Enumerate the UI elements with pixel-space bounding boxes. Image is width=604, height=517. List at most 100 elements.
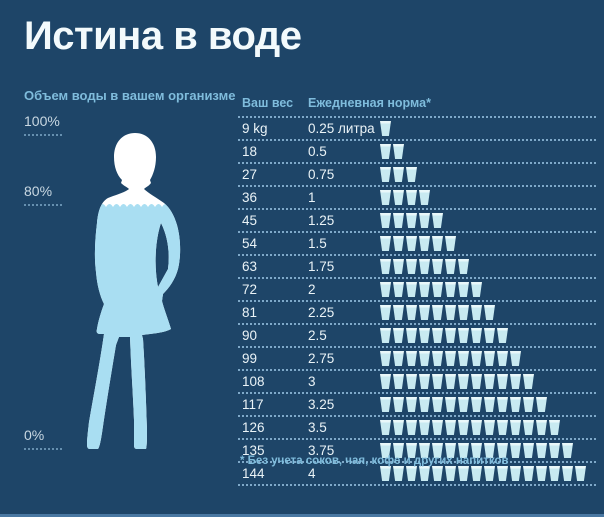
marker-100-percent: 100% <box>24 113 84 136</box>
water-cup-icon <box>432 397 443 412</box>
norm-cell: 1.75 <box>308 259 335 274</box>
water-cup-icon <box>484 443 495 458</box>
water-cup-icon <box>419 190 430 205</box>
water-cup-icon <box>419 305 430 320</box>
table-row: 99 2.75 <box>238 348 596 371</box>
table-row: 108 3 <box>238 371 596 394</box>
water-cup-icon <box>406 190 417 205</box>
water-cup-icon <box>406 167 417 182</box>
water-cup-icon <box>380 121 391 136</box>
norm-cell: 0.75 <box>308 167 335 182</box>
water-cup-icon <box>497 466 508 481</box>
water-cup-icon <box>380 305 391 320</box>
weight-cell: 117 <box>242 397 264 412</box>
water-cup-icon <box>380 351 391 366</box>
cup-icons <box>380 121 391 136</box>
water-cup-icon <box>432 443 443 458</box>
water-cup-icon <box>380 259 391 274</box>
weight-cell: 63 <box>242 259 258 274</box>
weight-cell: 36 <box>242 190 258 205</box>
marker-80-percent: 80% <box>24 183 84 206</box>
water-cup-icon <box>497 397 508 412</box>
table-row: 117 3.25 <box>238 394 596 417</box>
water-cup-icon <box>549 466 560 481</box>
table-row: 54 1.5 <box>238 233 596 256</box>
norm-cell: 3 <box>308 374 316 389</box>
water-cup-icon <box>406 305 417 320</box>
cup-icons <box>380 190 430 205</box>
water-cup-icon <box>497 328 508 343</box>
table-row: 72 2 <box>238 279 596 302</box>
marker-0-percent: 0% <box>24 427 84 450</box>
water-cup-icon <box>393 190 404 205</box>
water-cup-icon <box>523 374 534 389</box>
cup-icons <box>380 420 560 435</box>
water-cup-icon <box>419 213 430 228</box>
cup-icons <box>380 397 547 412</box>
cup-icons <box>380 305 495 320</box>
weight-cell: 90 <box>242 328 258 343</box>
weight-cell: 18 <box>242 144 258 159</box>
water-cup-icon <box>432 259 443 274</box>
water-cup-icon <box>510 374 521 389</box>
water-cup-icon <box>484 351 495 366</box>
water-cup-icon <box>497 374 508 389</box>
water-cup-icon <box>445 305 456 320</box>
water-cup-icon <box>484 420 495 435</box>
table-row: 45 1.25 <box>238 210 596 233</box>
table-row: 36 1 <box>238 187 596 210</box>
water-cup-icon <box>458 466 469 481</box>
weight-cell: 126 <box>242 420 265 435</box>
water-cup-icon <box>523 397 534 412</box>
water-cup-icon <box>523 466 534 481</box>
weight-cell: 108 <box>242 374 265 389</box>
marker-label: 80% <box>24 183 53 199</box>
water-cup-icon <box>510 397 521 412</box>
water-cup-icon <box>380 167 391 182</box>
table-row: 9 kg 0.25 литра <box>238 118 596 141</box>
water-cup-icon <box>406 351 417 366</box>
water-cup-icon <box>432 282 443 297</box>
water-cup-icon <box>523 443 534 458</box>
water-cup-icon <box>445 420 456 435</box>
water-cup-icon <box>393 397 404 412</box>
water-cup-icon <box>445 328 456 343</box>
cup-icons <box>380 236 456 251</box>
water-cup-icon <box>393 213 404 228</box>
water-cup-icon <box>406 282 417 297</box>
water-cup-icon <box>432 305 443 320</box>
water-cup-icon <box>380 420 391 435</box>
cup-icons <box>380 351 521 366</box>
water-cup-icon <box>393 466 404 481</box>
norm-cell: 0.25 литра <box>308 121 375 136</box>
water-cup-icon <box>471 305 482 320</box>
water-cup-icon <box>484 466 495 481</box>
norm-cell: 1 <box>308 190 316 205</box>
water-cup-icon <box>406 236 417 251</box>
water-cup-icon <box>471 374 482 389</box>
water-cup-icon <box>471 351 482 366</box>
water-cup-icon <box>549 420 560 435</box>
cup-icons <box>380 466 586 481</box>
water-cup-icon <box>536 420 547 435</box>
water-cup-icon <box>471 328 482 343</box>
water-cup-icon <box>432 328 443 343</box>
water-cup-icon <box>380 236 391 251</box>
water-cup-icon <box>523 420 534 435</box>
weight-cell: 72 <box>242 282 258 297</box>
water-cup-icon <box>393 282 404 297</box>
water-cup-icon <box>393 443 404 458</box>
cup-icons <box>380 144 404 159</box>
water-cup-icon <box>497 420 508 435</box>
weight-cell: 81 <box>242 305 258 320</box>
norm-cell: 2.75 <box>308 351 335 366</box>
water-cup-icon <box>445 282 456 297</box>
water-cup-icon <box>562 466 573 481</box>
water-cup-icon <box>536 443 547 458</box>
norm-cell: 2.25 <box>308 305 335 320</box>
water-cup-icon <box>393 351 404 366</box>
water-cup-icon <box>432 351 443 366</box>
weight-cell: 9 kg <box>242 121 268 136</box>
water-cup-icon <box>419 443 430 458</box>
water-cup-icon <box>393 328 404 343</box>
